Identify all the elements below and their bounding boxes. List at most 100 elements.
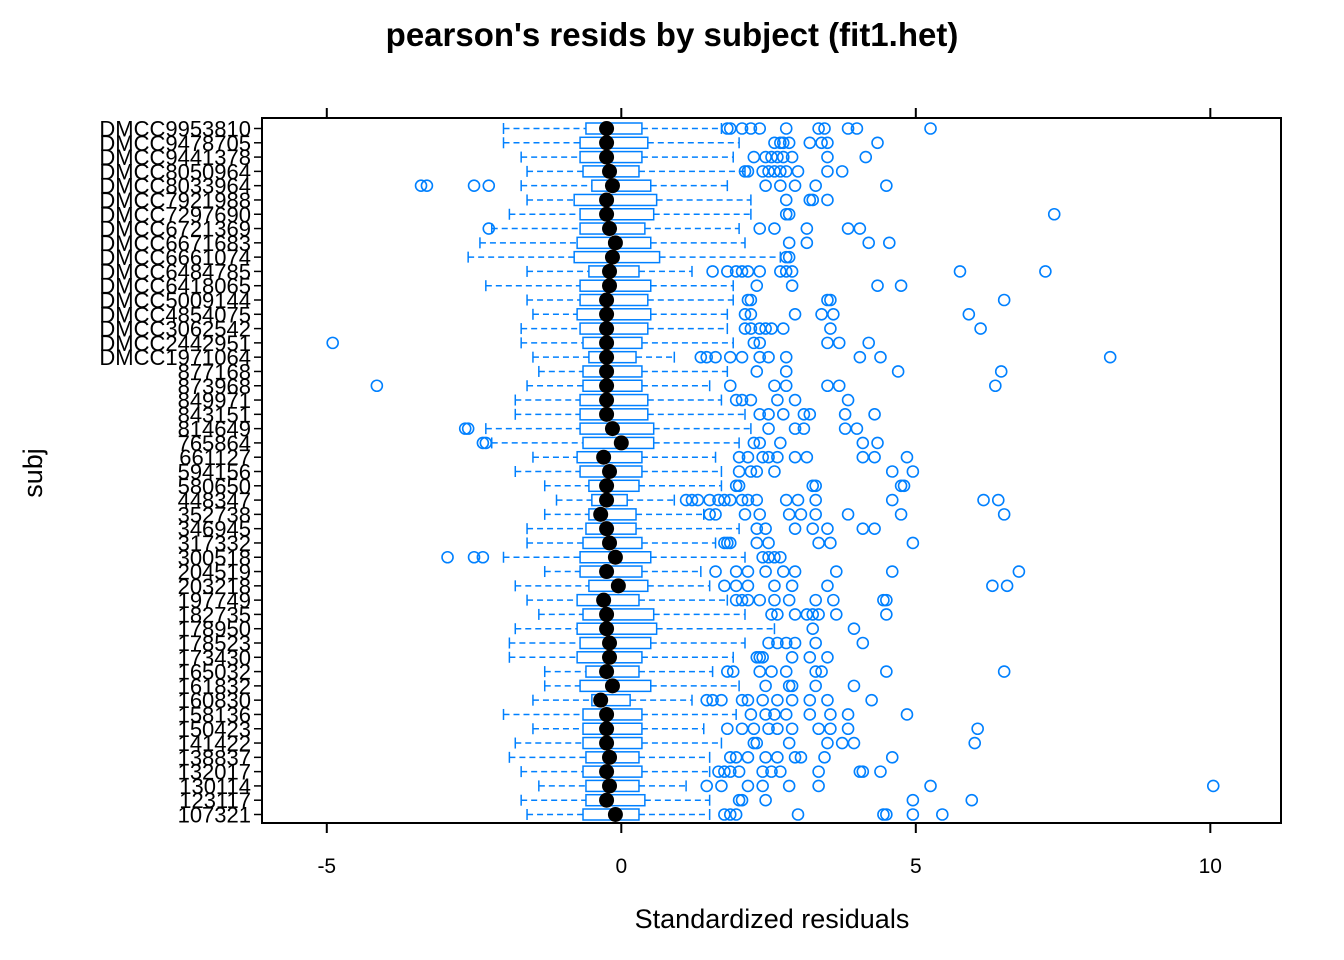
box-group: DMCC7297690 <box>99 202 1061 227</box>
box-group: DMCC6671683 <box>99 231 896 256</box>
outlier-point <box>785 579 799 593</box>
outlier-point <box>803 136 817 150</box>
box-group: DMCC6661074 <box>99 245 796 270</box>
median-dot <box>599 606 615 622</box>
outlier-point <box>762 350 775 364</box>
outlier-point <box>821 522 834 535</box>
box-group: DMCC6418065 <box>99 274 908 299</box>
x-tick-label: 5 <box>910 855 922 878</box>
outlier-point <box>467 179 481 192</box>
outlier-point <box>768 579 781 593</box>
outlier-point <box>779 708 793 721</box>
outlier-point <box>768 593 781 607</box>
y-tick-label: 123117 <box>179 788 251 813</box>
box-group: 843151 <box>178 402 881 427</box>
box-group: DMCC6721369 <box>99 217 867 242</box>
outlier-point <box>482 222 496 235</box>
y-tick-label: DMCC6721369 <box>99 217 251 242</box>
outlier-point <box>868 450 881 464</box>
outlier-point <box>779 365 793 378</box>
median-dot <box>607 549 623 565</box>
outlier-point <box>832 379 846 393</box>
box-group: 352738 <box>178 502 1011 527</box>
outlier-point <box>732 479 746 493</box>
outlier-point <box>729 393 743 407</box>
median-dot <box>602 278 618 294</box>
y-tick-label: 204519 <box>178 560 251 585</box>
outlier-point <box>741 450 755 464</box>
outlier-point <box>750 465 764 478</box>
outlier-point <box>759 708 772 721</box>
box <box>579 279 652 292</box>
outlier-point <box>744 122 758 135</box>
outlier-point <box>812 779 825 793</box>
outlier-point <box>771 751 784 764</box>
y-tick-label: DMCC6484785 <box>99 259 251 284</box>
y-tick-label: DMCC6671683 <box>99 231 251 256</box>
outlier-point <box>788 422 802 435</box>
outlier-point <box>741 165 755 178</box>
box-group: 138837 <box>178 745 899 770</box>
outlier-point <box>709 350 722 364</box>
outlier-point <box>785 679 799 693</box>
outlier-point <box>897 479 911 493</box>
outlier-point <box>809 593 822 607</box>
median-dot <box>599 349 615 365</box>
median-dot <box>599 192 615 208</box>
box <box>582 336 643 350</box>
y-tick-label: 352738 <box>178 502 251 527</box>
outlier-point <box>709 508 722 521</box>
box <box>591 179 652 192</box>
outlier-point <box>738 307 752 321</box>
box-group: 173430 <box>178 645 834 670</box>
box <box>582 765 643 778</box>
outlier-point <box>785 650 799 664</box>
y-tick-label: DMCC4854075 <box>99 302 251 327</box>
outlier-point <box>821 165 834 178</box>
outlier-point <box>1047 207 1061 221</box>
box-group: 346945 <box>178 517 881 542</box>
y-tick-label: 161832 <box>178 674 251 699</box>
outlier-point <box>874 765 887 778</box>
outlier-point <box>965 793 979 807</box>
median-dot <box>604 421 620 437</box>
outlier-point <box>721 665 734 678</box>
y-tick-label: DMCC9953810 <box>99 117 251 142</box>
outlier-point <box>794 508 808 521</box>
box <box>585 793 646 807</box>
outlier-point <box>441 550 454 564</box>
outlier-point <box>753 265 767 278</box>
box-group: 765864 <box>178 431 884 456</box>
outlier-point <box>779 122 793 135</box>
median-dot <box>602 649 618 665</box>
y-tick-label: 178950 <box>178 617 251 642</box>
outlier-point <box>750 536 764 550</box>
box-group: 107321 <box>178 803 949 828</box>
outlier-point <box>974 322 987 335</box>
y-tick-label: DMCC6661074 <box>99 245 251 270</box>
outlier-point <box>788 565 802 578</box>
outlier-point <box>806 193 820 207</box>
box-group: DMCC6484785 <box>99 259 1052 284</box>
median-dot <box>593 506 609 522</box>
box-group: DMCC8050964 <box>99 159 849 184</box>
median-dot <box>602 635 618 651</box>
outlier-point <box>809 665 822 678</box>
box-group: 580650 <box>178 474 911 499</box>
outlier-point <box>776 408 790 421</box>
y-tick-label: DMCC8033964 <box>99 174 251 199</box>
median-dot <box>607 235 623 251</box>
y-tick-label: DMCC5009144 <box>99 288 251 313</box>
outlier-point <box>1039 265 1052 278</box>
median-dot <box>599 306 615 322</box>
box-group: 130114 <box>179 774 1220 799</box>
outlier-point <box>750 736 764 750</box>
outlier-point <box>838 408 852 421</box>
median-dot <box>602 778 618 794</box>
outlier-point <box>989 379 1002 393</box>
outlier-point <box>747 150 761 164</box>
median-dot <box>599 521 615 537</box>
x-tick-label: 0 <box>615 855 627 878</box>
x-tick-label: 10 <box>1199 855 1222 878</box>
outlier-point <box>788 608 802 621</box>
